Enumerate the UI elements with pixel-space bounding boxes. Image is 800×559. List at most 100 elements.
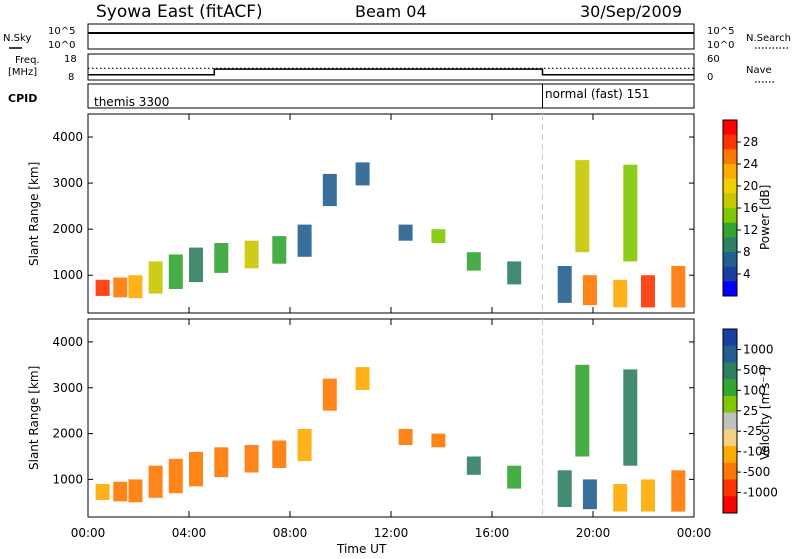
vel-data-cell	[148, 465, 163, 498]
power-colorbar-swatch	[723, 222, 737, 238]
power-data-cell	[671, 266, 686, 308]
frequency-trace	[88, 68, 694, 76]
power-ytick-label: 4000	[52, 130, 83, 144]
x-tick-label: 20:00	[576, 526, 611, 540]
vel-data-cell	[507, 465, 522, 489]
vel-colorbar-tick-label: 1000	[743, 342, 774, 356]
power-colorbar-tick-label: 12	[743, 223, 758, 237]
power-data-cell	[214, 243, 229, 273]
vel-colorbar-swatch	[723, 379, 737, 397]
power-colorbar-swatch	[723, 164, 737, 180]
vel-data-cell	[95, 484, 110, 500]
velocity-data-cells	[95, 364, 686, 512]
vel-data-cell	[113, 481, 128, 502]
x-tick-label: 00:00	[71, 526, 106, 540]
vel-colorbar-tick-label: -1000	[743, 486, 778, 500]
power-colorbar: 28 24 20 16 12 8 4	[722, 119, 758, 297]
noise-left-tick-bottom: 10^0	[48, 40, 75, 51]
power-colorbar-swatch	[723, 193, 737, 209]
power-colorbar-tick-label: 20	[743, 179, 758, 193]
freq-tick-bottom: 8	[68, 72, 74, 83]
cpid-segment-2: normal (fast) 151	[545, 87, 649, 101]
power-colorbar-swatch	[723, 252, 737, 268]
beam-label: Beam 04	[355, 2, 427, 21]
vel-data-cell	[671, 470, 686, 512]
power-x-ticks	[87, 114, 695, 313]
vel-data-cell	[466, 456, 481, 475]
power-data-cell	[575, 160, 590, 253]
x-axis-label: Time UT	[336, 542, 387, 554]
power-colorbar-swatch	[723, 237, 737, 253]
vel-colorbar-tick-label: -500	[743, 465, 770, 479]
power-data-cell	[95, 279, 110, 296]
vel-colorbar-tick-label: 100	[743, 383, 766, 397]
power-data-cells	[95, 160, 686, 308]
power-data-cell	[582, 275, 597, 306]
power-data-cell	[297, 224, 312, 257]
vel-data-cell	[557, 470, 572, 507]
power-data-cell	[431, 229, 446, 243]
vel-data-cell	[641, 479, 655, 512]
freq-label-line1: Freq.	[15, 55, 40, 66]
power-y-ticks: 1000 2000 3000 4000	[52, 130, 694, 282]
power-data-cell	[148, 261, 163, 294]
power-data-cell	[272, 236, 287, 264]
radar-title: Syowa East (fitACF)	[96, 2, 263, 22]
nave-label: Nave	[746, 65, 772, 76]
power-data-cell	[244, 240, 259, 269]
power-data-cell	[613, 279, 628, 308]
power-ytick-label: 2000	[52, 222, 83, 236]
power-data-cell	[168, 254, 183, 289]
power-colorbar-swatch	[723, 266, 737, 282]
freq-label-line2: [MHz]	[8, 67, 37, 78]
power-colorbar-tick-label: 8	[743, 245, 751, 259]
vel-colorbar-swatch	[723, 345, 737, 363]
power-data-cell	[355, 162, 370, 186]
date-label: 30/Sep/2009	[580, 2, 682, 21]
vel-ytick-label: 1000	[52, 472, 83, 486]
power-colorbar-swatch	[723, 208, 737, 224]
vel-data-cell	[168, 458, 183, 494]
power-colorbar-swatch	[723, 281, 737, 297]
vel-colorbar-swatch	[723, 479, 737, 497]
vel-data-cell	[431, 433, 446, 448]
velocity-colorbar: 1000 500 100 25 -25 -100 -500 -1000	[722, 328, 778, 514]
vel-colorbar-swatch	[723, 329, 737, 347]
velocity-y-ticks: 1000 2000 3000 4000	[52, 335, 694, 486]
vel-colorbar-swatch	[723, 496, 737, 514]
vel-colorbar-tick-label: -25	[743, 424, 763, 438]
x-tick-label: 04:00	[172, 526, 207, 540]
power-colorbar-tick-label: 28	[743, 135, 758, 149]
vel-colorbar-swatch	[723, 462, 737, 480]
power-ylabel: Slant Range [km]	[27, 162, 41, 266]
vel-colorbar-swatch	[723, 362, 737, 380]
power-colorbar-tick-label: 4	[743, 267, 751, 281]
power-ytick-label: 1000	[52, 268, 83, 282]
cpid-panel-frame	[87, 83, 695, 109]
power-data-cell	[466, 252, 481, 271]
power-data-cell	[189, 247, 203, 283]
freq-tick-top: 18	[64, 54, 77, 65]
x-tick-label: 12:00	[374, 526, 409, 540]
vel-data-cell	[189, 451, 203, 487]
power-data-cell	[128, 275, 143, 299]
noise-left-label: N.Sky	[3, 33, 31, 44]
power-ytick-label: 3000	[52, 176, 83, 190]
noise-right-tick-top: 10^5	[707, 26, 734, 37]
power-colorbar-swatch	[723, 149, 737, 165]
x-tick-label: 16:00	[475, 526, 510, 540]
vel-data-cell	[575, 364, 590, 457]
vel-data-cell	[398, 429, 413, 445]
vel-data-cell	[582, 479, 597, 510]
velocity-colorbar-label: Velocity [m s⁻¹]	[758, 367, 772, 460]
vel-data-cell	[297, 429, 312, 462]
cpid-segment-1: themis 3300	[94, 95, 169, 109]
vel-ytick-label: 3000	[52, 381, 83, 395]
power-data-cell	[113, 277, 128, 298]
power-colorbar-tick-label: 16	[743, 201, 758, 215]
x-tick-label: 08:00	[273, 526, 308, 540]
vel-colorbar-tick-label: 500	[743, 363, 766, 377]
noise-panel-frame	[87, 23, 695, 50]
power-colorbar-swatch	[723, 120, 737, 136]
power-data-cell	[641, 275, 655, 308]
